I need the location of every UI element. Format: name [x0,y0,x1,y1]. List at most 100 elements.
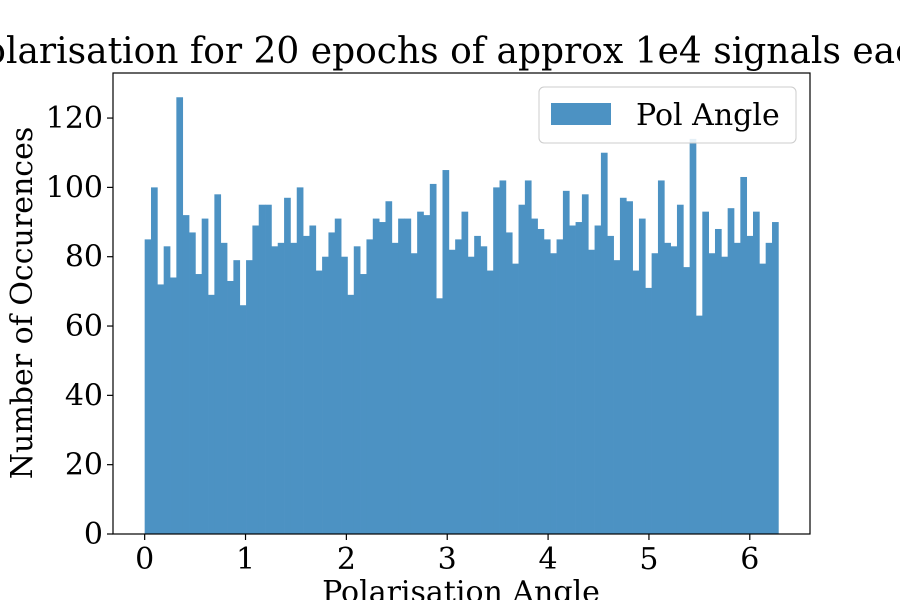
histogram-bar [353,246,361,534]
histogram-bar [176,97,184,534]
histogram-bar [562,190,570,534]
histogram-bar [157,284,165,534]
histogram-bar [721,256,729,534]
x-axis-ticks: 0 1 2 3 4 5 6 [135,534,759,577]
y-tick-label: 100 [46,170,103,205]
histogram-bar [600,152,608,534]
y-tick-label: 0 [84,517,103,552]
histogram-bar [284,197,291,534]
histogram-bar [455,239,462,534]
histogram-bar [550,253,557,535]
y-tick-label: 80 [65,240,103,275]
histogram-bar [651,253,659,535]
histogram-bar [341,256,348,534]
histogram-bar [581,194,589,534]
histogram-bar [220,242,228,534]
histogram-bar [379,222,386,535]
x-tick-label: 3 [438,542,457,577]
y-tick-label: 20 [65,448,103,483]
histogram-bar [505,232,513,534]
histogram-bar [569,225,576,534]
histogram-bar [328,232,336,534]
histogram-bar [524,180,532,534]
histogram-bar [664,242,671,534]
histogram-bar [676,204,684,534]
histogram-bar [315,270,323,534]
histogram-bar [556,239,564,534]
histogram-bar [417,211,424,534]
histogram-bar [537,228,545,535]
histogram-bar [404,218,412,534]
histogram-bar [765,242,773,534]
histogram-bar [588,249,595,534]
histogram-bar [448,249,456,534]
histogram-bar [410,253,418,535]
histogram-bar [474,235,481,534]
histogram-bar [436,298,443,534]
histogram-bar [151,187,158,534]
y-tick-label: 40 [65,378,103,413]
histogram-bar [632,270,640,534]
histogram-bar [657,180,665,534]
histogram-bar [385,201,393,534]
histogram-bar [208,294,215,534]
histogram-bar [626,201,633,534]
histogram-bar [493,187,500,534]
histogram-bar [702,211,709,534]
histogram-bar [309,225,317,534]
legend-box [538,86,797,144]
x-tick-label: 0 [135,542,154,577]
legend-label: Pol Angle [636,98,780,133]
y-axis-label: Number of Occurences [5,127,40,479]
histogram-bar [182,215,190,535]
bars-group [144,97,779,535]
histogram-bar [429,183,437,535]
histogram-bar [486,270,494,534]
histogram-bar [645,287,652,534]
histogram-bar [727,208,735,534]
histogram-bar [512,263,519,534]
legend-swatch [551,103,611,125]
histogram-bar [163,246,171,534]
x-tick-label: 6 [740,542,759,577]
histogram-bar [398,218,405,534]
histogram-bar [391,242,399,534]
histogram-bar [347,294,355,534]
x-axis-label: Polarisation Angle [322,575,600,600]
histogram-bar [499,180,507,534]
x-tick-label: 5 [639,542,658,577]
histogram-bar [233,260,241,534]
histogram-bar [195,274,203,534]
histogram-bar [695,315,703,534]
histogram-bar [296,187,304,534]
histogram-bar [271,246,279,534]
histogram-bar [265,204,272,534]
histogram-bar [239,305,247,534]
histogram-bar [144,239,152,534]
histogram-bar [372,218,380,534]
chart-title: Polarisation for 20 epochs of approx 1e4… [0,31,900,72]
histogram-bar [246,260,253,534]
plot-frame [112,72,811,535]
histogram-bar [360,274,367,534]
histogram-bar [740,176,748,535]
histogram-bar [613,260,621,534]
histogram-bar [252,225,260,534]
legend: Pol Angle [538,86,797,144]
histogram-bar [170,277,177,534]
histogram-bar [759,263,767,534]
histogram-bar [575,222,583,535]
y-tick-label: 120 [46,101,103,136]
histogram-bar [258,204,266,534]
histogram-bar [594,225,602,534]
histogram-bar [753,211,760,534]
histogram-bar [461,211,469,534]
histogram-bar [334,218,342,534]
histogram-bar [303,235,310,534]
histogram-bar [366,239,374,534]
histogram-bar [733,242,741,534]
histogram-bar [480,246,488,534]
histogram-bar [683,267,690,534]
y-tick-label: 60 [65,309,103,344]
